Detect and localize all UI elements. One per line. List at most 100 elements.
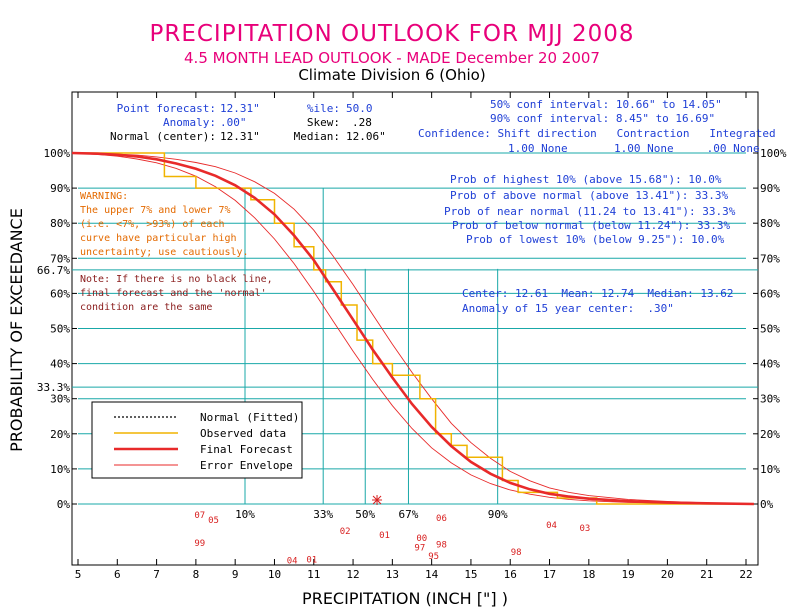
year-label: 03 — [579, 524, 590, 534]
x-tick-label: 12 — [346, 568, 359, 581]
y-tick-label-right: 0% — [760, 498, 774, 511]
y-tick-label-left: 70% — [50, 252, 70, 265]
warning-block: WARNING: The upper 7% and lower 7% (i.e.… — [80, 191, 249, 258]
y-tick-label-left: 50% — [50, 323, 70, 336]
point-forecast-value: 12.31" — [220, 102, 260, 115]
x-tick-label: 5 — [75, 568, 82, 581]
conf-90: 90% conf interval: 8.45" to 16.69" — [490, 112, 715, 125]
year-label: 01 — [379, 531, 390, 541]
y-tick-label-right: 30% — [760, 393, 780, 406]
year-label: 02 — [340, 527, 351, 537]
x-tick-label: 8 — [193, 568, 200, 581]
anomaly-15yr: Anomaly of 15 year center: .30" — [462, 302, 674, 315]
y-tick-label-left: 80% — [50, 217, 70, 230]
x-tick-label: 17 — [543, 568, 556, 581]
skew-label: Skew: — [307, 116, 340, 129]
note-line: final forecast and the 'normal' — [80, 288, 267, 299]
confidence-header: Confidence: Shift direction Contraction … — [418, 127, 776, 140]
y-tick-label-left: 20% — [50, 428, 70, 441]
y-tick-label-left: 0% — [57, 498, 71, 511]
climate-division: Climate Division 6 (Ohio) — [298, 66, 485, 84]
warning-line: uncertainty; use cautiously. — [80, 247, 249, 258]
y-tick-label-left: 10% — [50, 463, 70, 476]
info-left: Point forecast: 12.31" Anomaly: .00" Nor… — [110, 102, 260, 143]
error-envelope-lower — [71, 152, 754, 505]
x-tick-label: 21 — [700, 568, 713, 581]
anomaly-value: .00" — [220, 116, 247, 129]
percentile-label: %ile: — [307, 102, 340, 115]
year-label: 97 — [414, 543, 425, 553]
center-star-marker — [372, 495, 383, 505]
anomaly-label: Anomaly: — [163, 116, 216, 129]
tercile-guide-label: 66.7% — [37, 264, 70, 277]
chart-subtitle: 4.5 MONTH LEAD OUTLOOK - MADE December 2… — [184, 49, 600, 67]
x-tick-label: 16 — [504, 568, 517, 581]
percentile-label: 33% — [313, 508, 333, 521]
confidence-values: 1.00 None 1.00 None .00 None — [508, 142, 760, 155]
grid-layer: 0% 0% 10% 10% 20% 20% 30% 30% 40% 40% 50% 50% 60% 60%… — [37, 92, 787, 581]
y-tick-label-right: 80% — [760, 217, 780, 230]
x-tick-label: 6 — [114, 568, 121, 581]
prob-below-normal: Prob of below normal (below 11.24"): 33.… — [452, 219, 731, 232]
x-tick-label: 10 — [268, 568, 281, 581]
percentile-label: 50% — [355, 508, 375, 521]
prob-highest-10: Prob of highest 10% (above 15.68"): 10.0… — [450, 173, 722, 186]
year-label: 00 — [416, 534, 427, 544]
y-tick-label-right: 90% — [760, 182, 780, 195]
legend: Normal (Fitted) Observed data Final Fore… — [91, 401, 303, 479]
info-middle: %ile: 50.0 Skew: .28 Median: 12.06" — [294, 102, 386, 143]
normal-center-label: Normal (center): — [110, 130, 216, 143]
info-right: 50% conf interval: 10.66" to 14.05" 90% … — [418, 98, 776, 315]
percentile-value: 50.0 — [346, 102, 373, 115]
x-axis-title: PRECIPITATION (INCH ["] ) — [302, 589, 508, 608]
year-label: 06 — [436, 514, 447, 524]
legend-label-normal: Normal (Fitted) — [200, 411, 299, 424]
x-tick-label: 20 — [661, 568, 674, 581]
x-tick-label: 9 — [232, 568, 239, 581]
legend-label-envelope: Error Envelope — [200, 459, 293, 472]
warning-line: The upper 7% and lower 7% — [80, 205, 231, 216]
final-forecast-line — [71, 151, 754, 506]
warning-line: (i.e. <7%, >93%) of each — [80, 219, 225, 230]
y-tick-label-left: 90% — [50, 182, 70, 195]
prob-above-normal: Prob of above normal (above 13.41"): 33.… — [450, 189, 729, 202]
x-tick-label: 18 — [582, 568, 595, 581]
note-line: Note: If there is no black line, — [80, 274, 273, 285]
note-line: condition are the same — [80, 302, 212, 313]
x-tick-label: 15 — [464, 568, 477, 581]
x-tick-label: 13 — [386, 568, 399, 581]
year-label: 04 — [287, 557, 298, 567]
prob-near-normal: Prob of near normal (11.24 to 13.41"): 3… — [444, 205, 736, 218]
median-label: Median: — [294, 130, 340, 143]
y-tick-label-left: 100% — [44, 147, 71, 160]
y-tick-label-right: 70% — [760, 252, 780, 265]
median-value: 12.06" — [346, 130, 386, 143]
point-forecast-label: Point forecast: — [117, 102, 216, 115]
legend-label-observed: Observed data — [200, 427, 286, 440]
conf-50: 50% conf interval: 10.66" to 14.05" — [490, 98, 722, 111]
skew-value: .28 — [352, 116, 372, 129]
note-block: Note: If there is no black line, final f… — [80, 274, 273, 313]
year-label: 05 — [208, 516, 219, 526]
prob-lowest-10: Prob of lowest 10% (below 9.25"): 10.0% — [466, 233, 725, 246]
year-label: 99 — [194, 539, 205, 549]
y-tick-label-right: 50% — [760, 323, 780, 336]
year-label: 98 — [511, 548, 522, 558]
y-tick-label-right: 10% — [760, 463, 780, 476]
year-label: 01 — [306, 555, 317, 565]
y-tick-label-left: 30% — [50, 393, 70, 406]
x-tick-label: 7 — [153, 568, 160, 581]
y-tick-label-left: 40% — [50, 358, 70, 371]
year-label: 95 — [428, 552, 439, 562]
error-envelope-upper — [71, 152, 754, 505]
x-tick-label: 19 — [621, 568, 634, 581]
x-tick-label: 14 — [425, 568, 439, 581]
x-tick-label: 22 — [739, 568, 752, 581]
y-tick-label-right: 20% — [760, 428, 780, 441]
x-tick-label: 11 — [307, 568, 320, 581]
legend-label-forecast: Final Forecast — [200, 443, 293, 456]
y-tick-label-left: 60% — [50, 287, 70, 300]
year-label: 98 — [436, 541, 447, 551]
